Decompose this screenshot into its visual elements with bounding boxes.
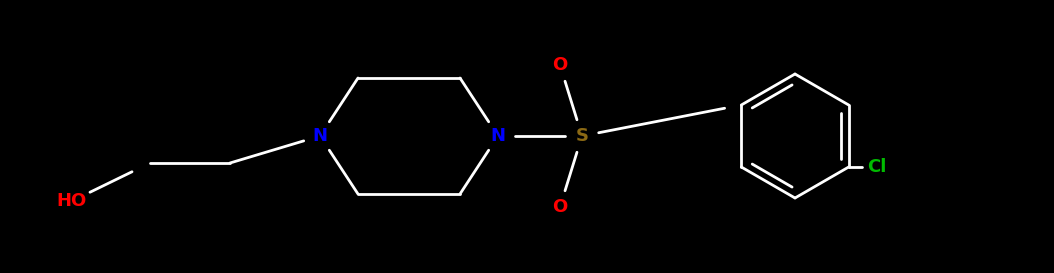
Text: S: S xyxy=(575,127,588,145)
Text: Cl: Cl xyxy=(867,158,886,176)
Text: N: N xyxy=(312,127,328,145)
Text: O: O xyxy=(552,198,568,216)
Text: HO: HO xyxy=(57,192,87,210)
Text: N: N xyxy=(490,127,506,145)
Text: O: O xyxy=(552,56,568,74)
